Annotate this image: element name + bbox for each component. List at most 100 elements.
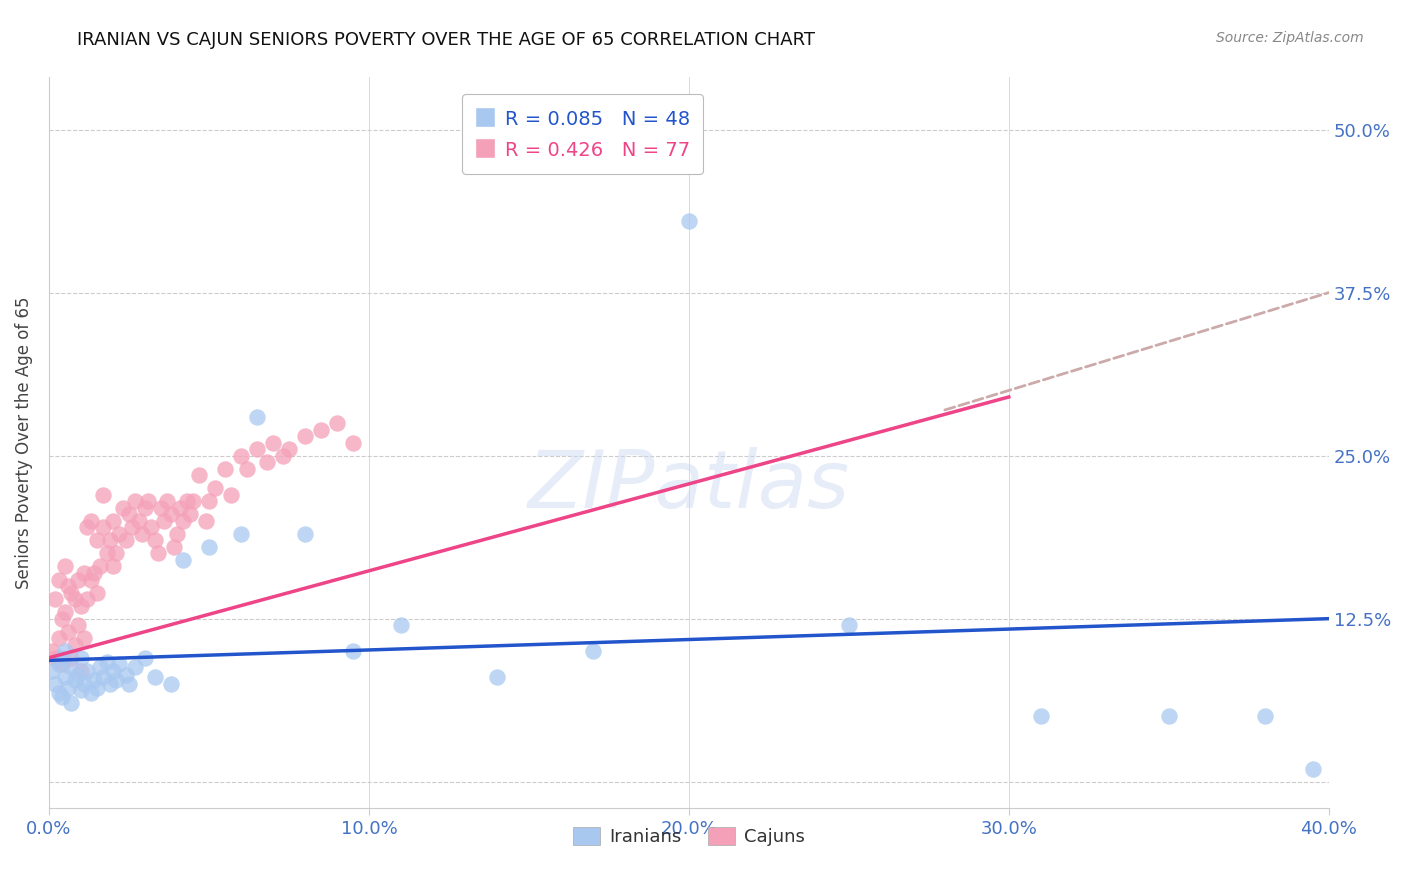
Point: [101, 664, 124, 678]
Point: [108, 657, 131, 672]
Point: [153, 514, 176, 528]
Point: [76, 520, 98, 534]
Point: [48, 686, 70, 700]
Point: [111, 500, 134, 515]
Point: [63, 638, 86, 652]
Point: [229, 527, 252, 541]
Point: [76, 664, 98, 678]
Point: [53, 670, 76, 684]
Point: [163, 540, 186, 554]
Text: Source: ZipAtlas.com: Source: ZipAtlas.com: [1216, 31, 1364, 45]
Point: [63, 592, 86, 607]
Point: [73, 631, 96, 645]
Point: [172, 514, 194, 528]
Point: [124, 660, 146, 674]
Point: [118, 508, 141, 522]
Point: [51, 657, 73, 672]
Point: [53, 559, 76, 574]
Point: [204, 481, 226, 495]
Legend: Iranians, Cajuns: Iranians, Cajuns: [565, 820, 813, 854]
Point: [118, 677, 141, 691]
Point: [198, 494, 221, 508]
Point: [79, 514, 101, 528]
Point: [98, 533, 121, 548]
Point: [262, 435, 284, 450]
Point: [56, 624, 79, 639]
Point: [89, 660, 111, 674]
Point: [214, 461, 236, 475]
Point: [166, 527, 188, 541]
Point: [326, 416, 349, 430]
Point: [51, 650, 73, 665]
Point: [246, 442, 269, 456]
Point: [159, 677, 181, 691]
Point: [149, 500, 172, 515]
Point: [294, 429, 316, 443]
Point: [236, 461, 259, 475]
Point: [101, 514, 124, 528]
Point: [134, 500, 156, 515]
Point: [342, 435, 364, 450]
Point: [169, 500, 191, 515]
Point: [131, 527, 153, 541]
Point: [96, 546, 118, 560]
Point: [60, 585, 83, 599]
Point: [389, 618, 412, 632]
Point: [70, 683, 93, 698]
Point: [86, 681, 108, 695]
Point: [176, 494, 198, 508]
Point: [229, 449, 252, 463]
Point: [93, 520, 115, 534]
Point: [41, 644, 63, 658]
Point: [342, 644, 364, 658]
Point: [114, 667, 136, 681]
Point: [53, 644, 76, 658]
Point: [70, 664, 93, 678]
Point: [181, 494, 204, 508]
Point: [188, 468, 211, 483]
Point: [51, 612, 73, 626]
Point: [70, 650, 93, 665]
Point: [48, 631, 70, 645]
Text: ZIPatlas: ZIPatlas: [527, 448, 851, 525]
Point: [96, 655, 118, 669]
Point: [485, 670, 508, 684]
Point: [271, 449, 294, 463]
Point: [101, 559, 124, 574]
Point: [1029, 709, 1052, 723]
Point: [66, 667, 89, 681]
Point: [1157, 709, 1180, 723]
Point: [159, 508, 181, 522]
Point: [60, 650, 83, 665]
Point: [56, 681, 79, 695]
Point: [73, 677, 96, 691]
Point: [89, 559, 111, 574]
Point: [143, 533, 166, 548]
Point: [124, 494, 146, 508]
Point: [93, 670, 115, 684]
Point: [44, 592, 66, 607]
Point: [105, 546, 128, 560]
Point: [105, 673, 128, 687]
Point: [141, 520, 163, 534]
Point: [582, 644, 605, 658]
Point: [48, 657, 70, 672]
Point: [73, 566, 96, 580]
Point: [93, 488, 115, 502]
Point: [51, 690, 73, 704]
Point: [246, 409, 269, 424]
Text: IRANIAN VS CAJUN SENIORS POVERTY OVER THE AGE OF 65 CORRELATION CHART: IRANIAN VS CAJUN SENIORS POVERTY OVER TH…: [77, 31, 815, 49]
Point: [221, 488, 243, 502]
Point: [278, 442, 301, 456]
Point: [48, 573, 70, 587]
Point: [66, 573, 89, 587]
Point: [83, 673, 105, 687]
Point: [53, 605, 76, 619]
Point: [83, 566, 105, 580]
Point: [136, 494, 159, 508]
Y-axis label: Seniors Poverty Over the Age of 65: Seniors Poverty Over the Age of 65: [15, 296, 32, 589]
Point: [86, 533, 108, 548]
Point: [44, 650, 66, 665]
Point: [121, 520, 143, 534]
Point: [134, 650, 156, 665]
